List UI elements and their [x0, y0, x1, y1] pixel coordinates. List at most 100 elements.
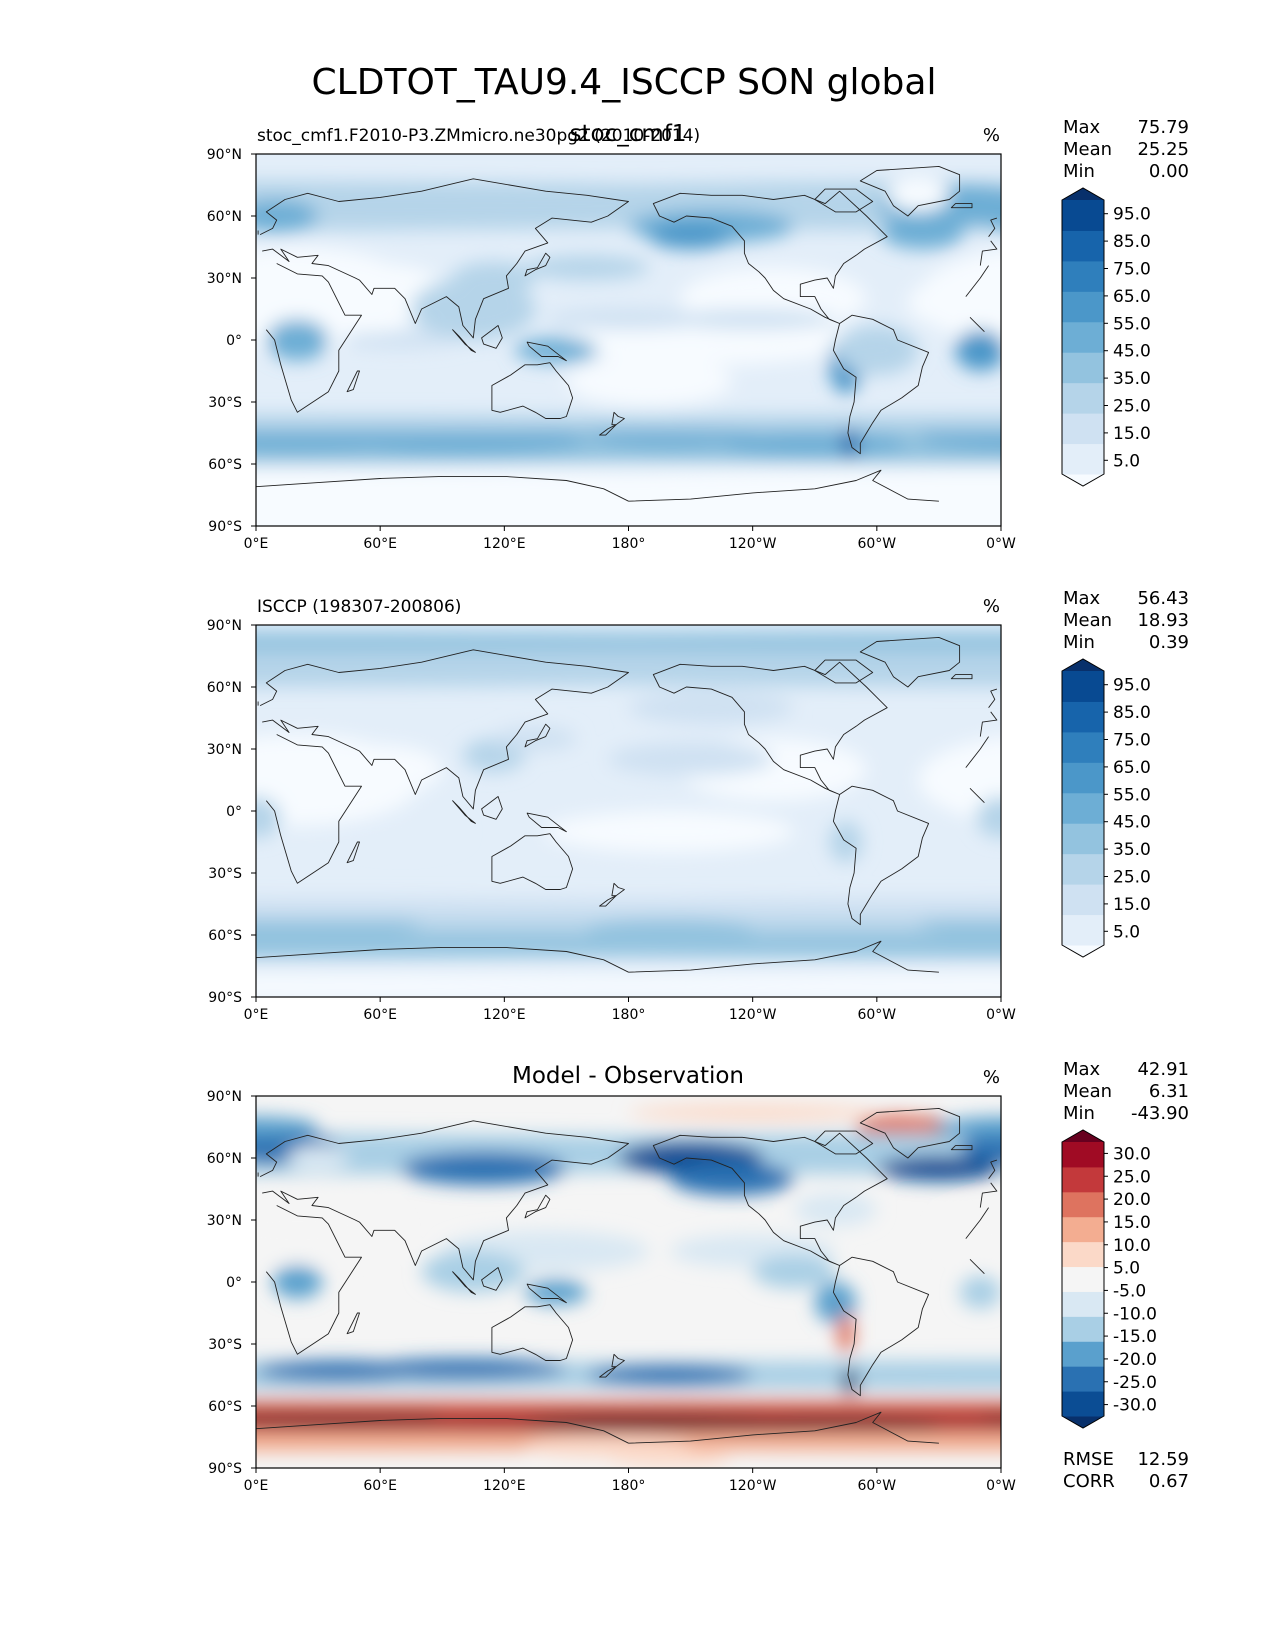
contour-region	[525, 1279, 588, 1305]
contour-region	[887, 178, 950, 212]
coastline	[859, 636, 961, 688]
contour-region	[256, 180, 1001, 231]
colorbar: 30.0 25.0 20.0 15.0 10.0 5.0-5.0 -10.0 -15.0 -20…	[1061, 1129, 1157, 1429]
stat-value: 12.59	[1137, 1449, 1189, 1470]
contour-region	[837, 1313, 855, 1355]
x-tick-label: 0°W	[986, 1007, 1016, 1023]
x-tick-label: 120°W	[729, 1007, 777, 1023]
coastline	[256, 475, 629, 502]
coastline	[979, 240, 998, 266]
coastline	[256, 1417, 629, 1444]
coastline	[481, 325, 503, 349]
colorbar-swatch	[1062, 1266, 1104, 1292]
coastline	[265, 734, 362, 884]
coastline	[969, 787, 985, 804]
contour-region	[400, 1151, 567, 1185]
colorbar-swatch	[1062, 853, 1104, 885]
stat-label: RMSE	[1063, 1449, 1114, 1470]
coastline	[481, 1267, 503, 1291]
coastline	[965, 736, 989, 768]
x-tick-label: 60°W	[857, 1478, 896, 1494]
coastline	[628, 940, 939, 973]
colorbar-swatch	[1062, 260, 1104, 292]
colorbar-tick-label: 55.0	[1113, 314, 1151, 334]
contour-region	[338, 424, 588, 454]
x-tick-label: 60°E	[363, 1478, 397, 1494]
colorbar-extend-min	[1062, 1416, 1104, 1428]
contour-region	[841, 428, 859, 458]
coastline	[526, 341, 567, 362]
colorbar-swatch	[1062, 352, 1104, 384]
contour-region	[545, 309, 712, 330]
colorbar-tick-label: 30.0	[1113, 1144, 1151, 1164]
contour-region	[607, 742, 774, 776]
coastline	[452, 1271, 476, 1295]
colorbar-outline	[1061, 1129, 1105, 1429]
coastline	[832, 785, 930, 926]
colorbar: 95.0 85.0 75.0 65.0 55.0 45.0 35.0 25.0 15.0 5.0	[1061, 187, 1151, 487]
colorbar-tick-label: 65.0	[1113, 287, 1151, 307]
stat-value: 25.25	[1137, 139, 1189, 160]
colorbar-swatch	[1062, 1191, 1104, 1218]
contour-region	[256, 912, 422, 938]
stat-label: Mean	[1063, 1081, 1112, 1102]
coastlines	[256, 165, 998, 502]
coastline	[491, 1304, 574, 1361]
x-tick-label: 60°E	[363, 1007, 397, 1023]
y-tick-label: 60°N	[207, 1151, 242, 1167]
y-tick-label: 60°S	[208, 457, 242, 473]
contour-region	[829, 821, 863, 863]
coastline	[491, 833, 574, 890]
colorbar-swatch	[1062, 443, 1104, 475]
contour-region	[938, 1116, 1001, 1138]
colorbar-swatch	[1062, 230, 1104, 262]
contour-region	[525, 1412, 774, 1433]
map-panel-3: 90°N 60°N 30°N 0° 30°S 60°S 90°S0°E 60°E 120°E 18…	[207, 1059, 1189, 1494]
contour-region	[318, 744, 443, 795]
stat-value: 75.79	[1137, 117, 1189, 138]
x-tick-label: 180°	[612, 1478, 646, 1494]
colorbar-swatch	[1062, 1241, 1104, 1268]
coastline	[950, 674, 973, 680]
colorbar-swatch	[1062, 413, 1104, 445]
x-tick-label: 60°W	[857, 536, 896, 552]
stat-label: Max	[1063, 588, 1101, 609]
colorbar-swatch	[1062, 762, 1104, 794]
contour-region	[256, 1408, 443, 1425]
map-field	[256, 625, 1001, 997]
contour-region	[545, 811, 795, 853]
colorbar-tick-label: 5.0	[1113, 451, 1140, 471]
coastline	[965, 265, 989, 297]
x-tick-label: 120°W	[729, 1478, 777, 1494]
map-field	[256, 154, 1001, 526]
coastline	[652, 1132, 888, 1266]
coastline	[259, 178, 629, 339]
contour-region	[628, 1104, 877, 1121]
colorbar-tick-label: 65.0	[1113, 758, 1151, 778]
colorbar-tick-label: -25.0	[1113, 1373, 1157, 1393]
colorbar-tick-label: 20.0	[1113, 1190, 1151, 1210]
coastline	[814, 188, 874, 213]
colorbar-extend-max	[1062, 1130, 1104, 1142]
stat-value: 56.43	[1137, 588, 1189, 609]
colorbar-tick-label: 5.0	[1113, 1259, 1140, 1279]
colorbar-tick-label: 45.0	[1113, 342, 1151, 362]
y-tick-label: 30°S	[208, 866, 242, 882]
panel-left-title: ISCCP (198307-200806)	[257, 597, 461, 617]
coastline	[524, 1194, 551, 1219]
colorbar-tick-label: -30.0	[1113, 1396, 1157, 1416]
colorbar-extend-max	[1062, 188, 1104, 200]
stat-label: Mean	[1063, 139, 1112, 160]
panel-stats: Max 42.91 Mean 6.31 Min -43.90 RMSE 12.59 CORR 0.…	[1063, 1059, 1189, 1492]
colorbar-tick-label: 5.0	[1113, 922, 1140, 942]
x-tick-label: 60°W	[857, 1007, 896, 1023]
contour-region	[835, 325, 919, 376]
contour-region	[980, 1411, 1001, 1422]
colorbar-swatch	[1062, 382, 1104, 414]
x-tick-label: 120°E	[483, 1007, 526, 1023]
contour-region	[955, 329, 1001, 371]
colorbar-swatch	[1062, 671, 1104, 702]
coastline	[832, 314, 930, 455]
coastline	[599, 424, 617, 436]
